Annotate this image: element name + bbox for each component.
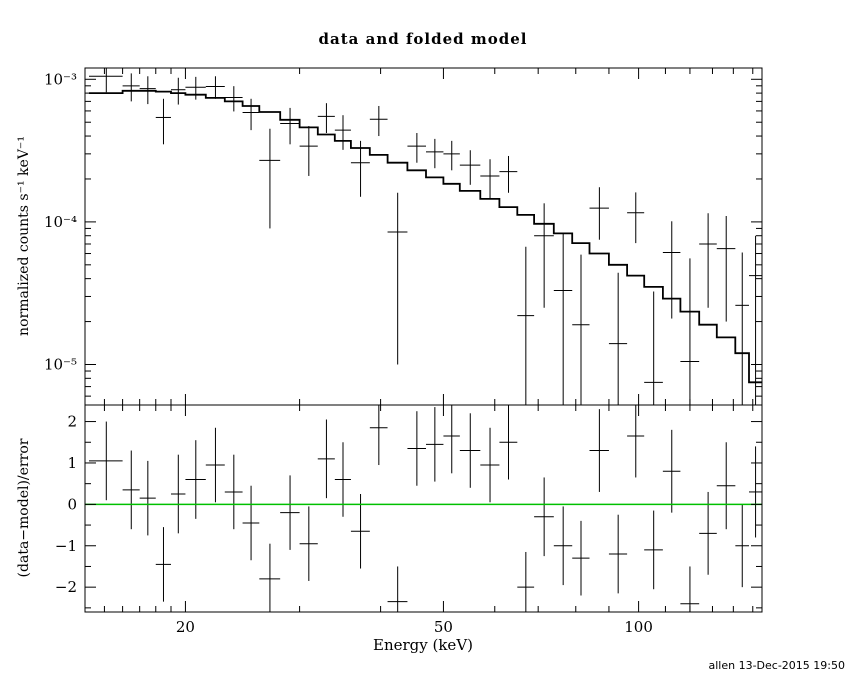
- svg-text:1: 1: [67, 454, 77, 472]
- svg-text:−2: −2: [55, 578, 77, 596]
- x-axis-label: Energy (keV): [372, 636, 474, 654]
- svg-text:20: 20: [176, 618, 195, 636]
- svg-text:2: 2: [67, 413, 77, 431]
- svg-text:0: 0: [67, 495, 77, 513]
- y-axis-label-counts: normalized counts s⁻¹ keV⁻¹: [16, 136, 32, 336]
- svg-text:50: 50: [434, 618, 453, 636]
- svg-text:10⁻⁴: 10⁻⁴: [44, 213, 77, 231]
- svg-text:10⁻⁵: 10⁻⁵: [44, 356, 77, 374]
- svg-text:100: 100: [624, 618, 653, 636]
- y-axis-label-residuals: (data−model)/error: [16, 438, 32, 578]
- svg-text:−1: −1: [55, 537, 77, 555]
- chart-title: data and folded model: [318, 30, 528, 48]
- plot-timestamp: allen 13-Dec-2015 19:50: [708, 659, 845, 672]
- svg-text:10⁻³: 10⁻³: [44, 70, 77, 88]
